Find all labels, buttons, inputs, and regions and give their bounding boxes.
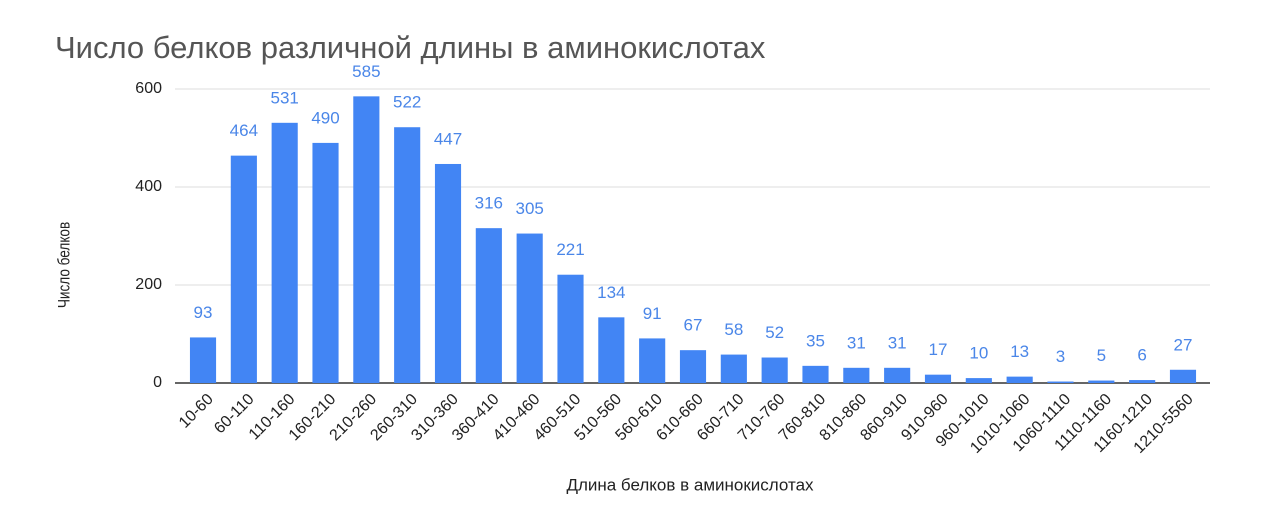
value-label: 93 — [194, 303, 213, 322]
value-label: 490 — [311, 108, 339, 127]
bar — [271, 122, 298, 383]
value-label: 522 — [393, 93, 421, 112]
y-tick-label: 0 — [153, 374, 162, 391]
bar — [516, 233, 543, 383]
value-label: 58 — [724, 320, 743, 339]
bar — [189, 337, 217, 383]
bar — [924, 374, 952, 383]
y-tick-label: 400 — [135, 178, 162, 195]
value-label: 31 — [888, 333, 907, 352]
value-label: 464 — [230, 121, 258, 140]
value-label: 91 — [643, 304, 662, 323]
bar — [884, 367, 911, 383]
value-label: 5 — [1097, 346, 1106, 365]
bar — [312, 142, 339, 383]
value-label: 17 — [929, 340, 948, 359]
bar — [761, 357, 788, 383]
chart-title: Число белков различной длины в аминокисл… — [55, 30, 766, 65]
bar — [1047, 381, 1074, 383]
bar — [1088, 380, 1115, 383]
y-tick-label: 600 — [135, 80, 162, 97]
bar — [1129, 380, 1156, 383]
bar — [475, 228, 502, 383]
bar — [802, 365, 829, 383]
bar — [639, 338, 666, 383]
y-axis-label: Число белков — [55, 222, 74, 308]
value-label: 3 — [1056, 347, 1065, 366]
x-axis-label: Длина белков в аминокислотах — [566, 475, 814, 494]
value-label: 585 — [352, 62, 380, 81]
value-label: 134 — [597, 283, 625, 302]
bar — [1169, 369, 1197, 383]
bar — [557, 274, 584, 383]
value-label: 221 — [556, 240, 584, 259]
value-label: 52 — [765, 323, 784, 342]
bar — [394, 127, 421, 383]
value-label: 6 — [1137, 346, 1146, 365]
bar — [230, 155, 257, 383]
value-label: 31 — [847, 333, 866, 352]
value-label: 10 — [969, 344, 988, 363]
value-label: 35 — [806, 331, 825, 350]
value-label: 316 — [475, 194, 503, 213]
value-label: 13 — [1010, 342, 1029, 361]
bar — [679, 350, 707, 383]
bar — [1006, 376, 1033, 383]
y-tick-label: 200 — [135, 276, 162, 293]
bar — [353, 96, 380, 383]
value-label: 447 — [434, 129, 462, 148]
bar — [720, 354, 747, 383]
bar — [434, 163, 462, 383]
value-label: 531 — [270, 88, 298, 107]
value-label: 67 — [684, 316, 703, 335]
value-label: 27 — [1174, 335, 1193, 354]
value-label: 305 — [515, 199, 543, 218]
bar — [598, 317, 625, 383]
bar — [843, 367, 870, 383]
bar — [965, 378, 992, 383]
